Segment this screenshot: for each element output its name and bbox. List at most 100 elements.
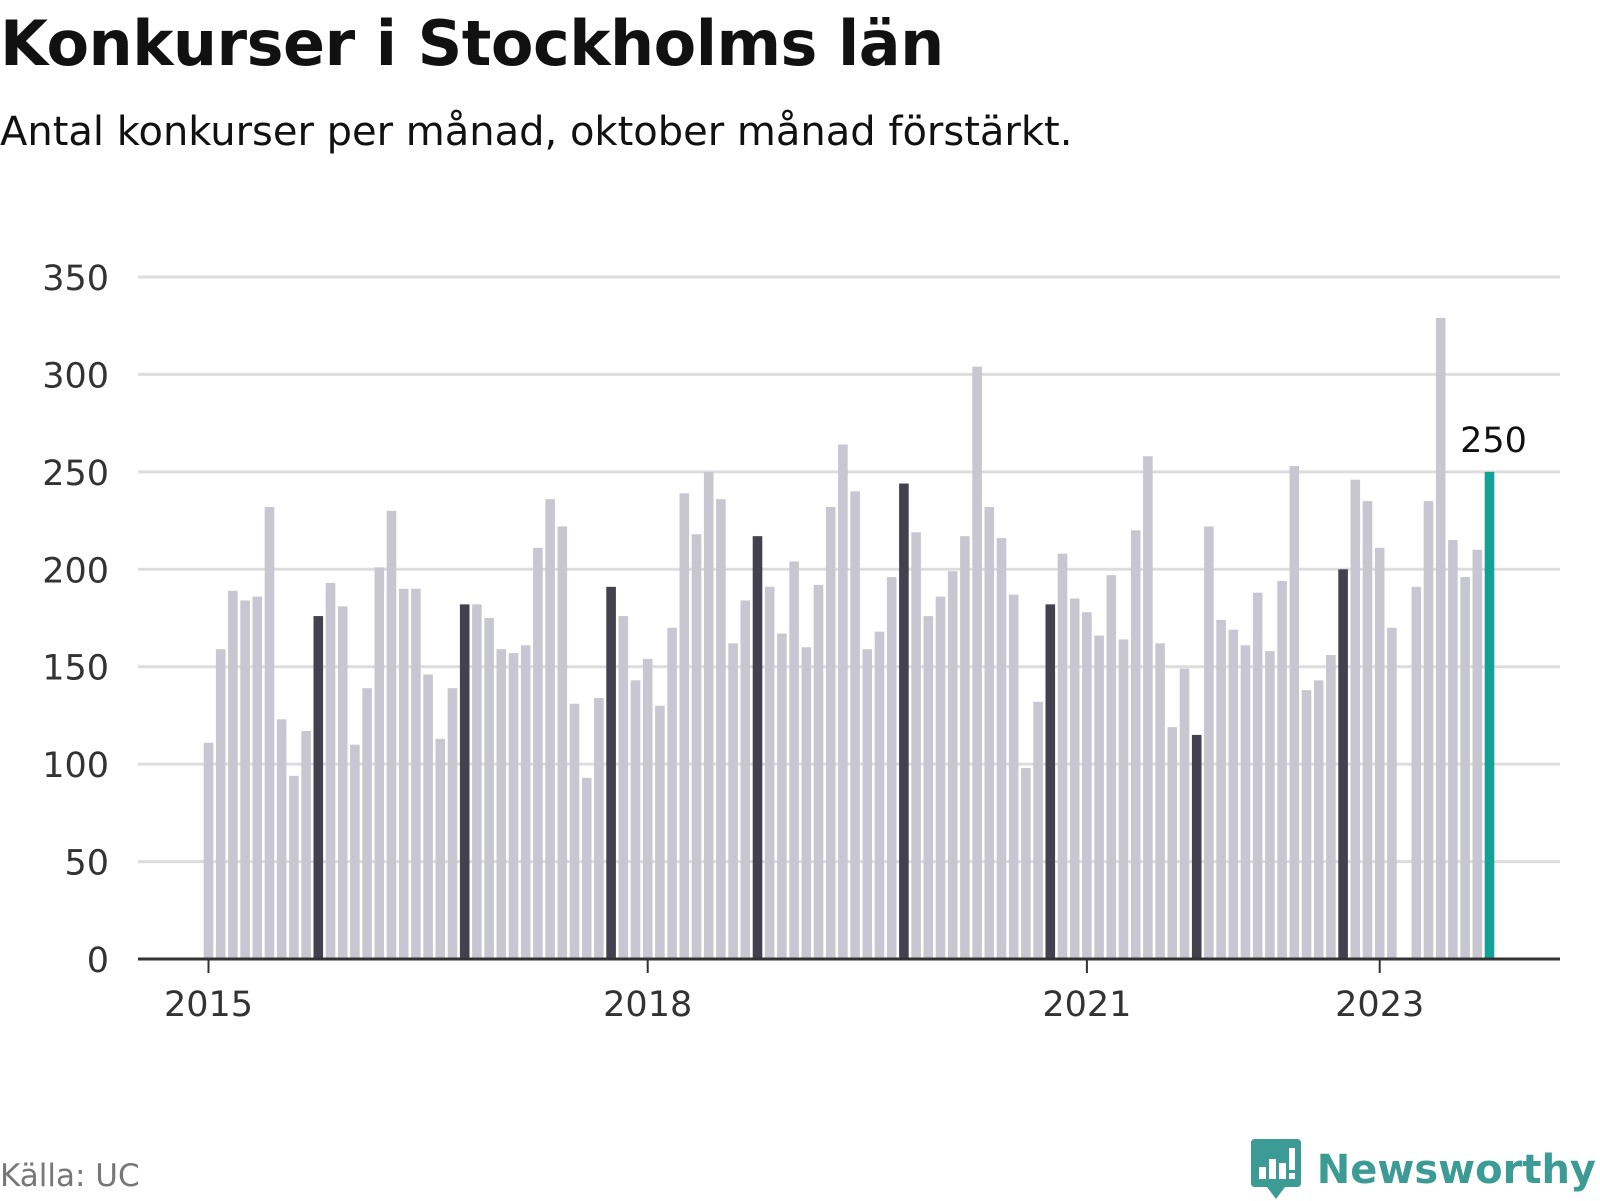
y-tick-label: 50: [64, 844, 109, 884]
bar: [398, 588, 409, 959]
bar: [1387, 627, 1397, 959]
bar: [642, 658, 653, 959]
bar: [899, 483, 909, 959]
x-tick-label: 2015: [164, 985, 253, 1025]
bar: [923, 616, 934, 959]
x-tick-label: 2021: [1042, 985, 1131, 1025]
bar: [777, 633, 787, 959]
y-tick-label: 200: [42, 551, 109, 591]
x-tick-label: 2023: [1335, 985, 1424, 1025]
bar: [1155, 643, 1165, 959]
bar: [1130, 530, 1141, 959]
bar: [862, 649, 873, 959]
bar: [960, 536, 970, 959]
bar: [264, 506, 275, 959]
bar: [325, 582, 336, 959]
bar: [1057, 553, 1068, 959]
bar: [703, 471, 714, 959]
bar: [1411, 586, 1422, 959]
bar: [252, 596, 263, 959]
bar: [1033, 701, 1043, 959]
bar: [459, 604, 470, 959]
bars: [203, 317, 1495, 959]
y-tick-label: 250: [42, 454, 109, 494]
bar: [1374, 547, 1385, 959]
bar: [716, 499, 726, 959]
bar: [1362, 501, 1373, 959]
bar: [203, 742, 214, 959]
bar: [667, 627, 677, 959]
bar: [691, 534, 702, 959]
bar: [813, 584, 824, 959]
y-tick-label: 300: [42, 356, 109, 396]
bar: [1118, 639, 1129, 959]
bar: [533, 547, 543, 959]
bar: [618, 616, 629, 959]
bar: [1094, 635, 1104, 959]
bar: [838, 444, 848, 959]
bar: [825, 506, 836, 959]
bar: [1008, 594, 1019, 959]
bar: [1301, 690, 1312, 959]
bar: [411, 588, 421, 959]
bar: [630, 680, 641, 959]
bar: [984, 506, 995, 959]
bar: [289, 775, 299, 959]
bar: [1472, 549, 1483, 959]
bar: [606, 586, 616, 959]
annotations: 250: [1460, 421, 1527, 461]
bar: [1423, 501, 1434, 959]
bar: [1204, 526, 1214, 959]
bar: [1326, 655, 1336, 959]
bar: [1143, 456, 1153, 959]
bar: [801, 647, 812, 959]
bar: [1448, 540, 1458, 959]
bar: [1021, 768, 1031, 959]
bar: [679, 493, 690, 959]
bar: [996, 538, 1007, 959]
bar: [1191, 734, 1202, 959]
bar: [594, 697, 604, 959]
bar: [1435, 317, 1446, 959]
bar: [1216, 619, 1226, 959]
bar: [1289, 466, 1300, 959]
bar: [374, 567, 385, 959]
bar: [472, 604, 482, 959]
bar: [1240, 645, 1251, 959]
bar: [874, 631, 885, 959]
bar: [447, 688, 458, 959]
bar: [655, 705, 665, 959]
newsworthy-logo-icon: [1250, 1139, 1301, 1199]
bar: [301, 731, 311, 959]
bar: [740, 600, 751, 959]
bar: [764, 586, 775, 959]
y-tick-label: 100: [42, 746, 109, 786]
bar: [886, 577, 897, 959]
bar: [313, 616, 324, 959]
bar: [337, 606, 348, 959]
y-axis-labels: 0 50 100 150 200 250 300 350: [42, 259, 109, 981]
bar: [1228, 629, 1239, 959]
bar: [228, 590, 238, 959]
bar: [545, 499, 555, 959]
y-tick-label: 350: [42, 259, 109, 299]
bar: [423, 674, 433, 959]
bar: [276, 719, 287, 959]
x-axis: [138, 957, 1560, 973]
bar: [1045, 604, 1056, 959]
latest-value-label: 250: [1460, 421, 1527, 461]
bar: [1082, 612, 1092, 959]
bar: [1252, 592, 1263, 959]
bar: [1106, 575, 1117, 959]
bar: [911, 532, 921, 959]
bar: [789, 561, 799, 959]
bar: [1277, 580, 1287, 959]
bar: [1313, 680, 1324, 959]
bar: [1350, 479, 1361, 959]
bar: [215, 649, 226, 959]
chart-title: Konkurser i Stockholms län: [0, 7, 944, 80]
bar: [1069, 598, 1080, 959]
y-tick-label: 150: [42, 649, 109, 689]
bar: [484, 618, 494, 959]
